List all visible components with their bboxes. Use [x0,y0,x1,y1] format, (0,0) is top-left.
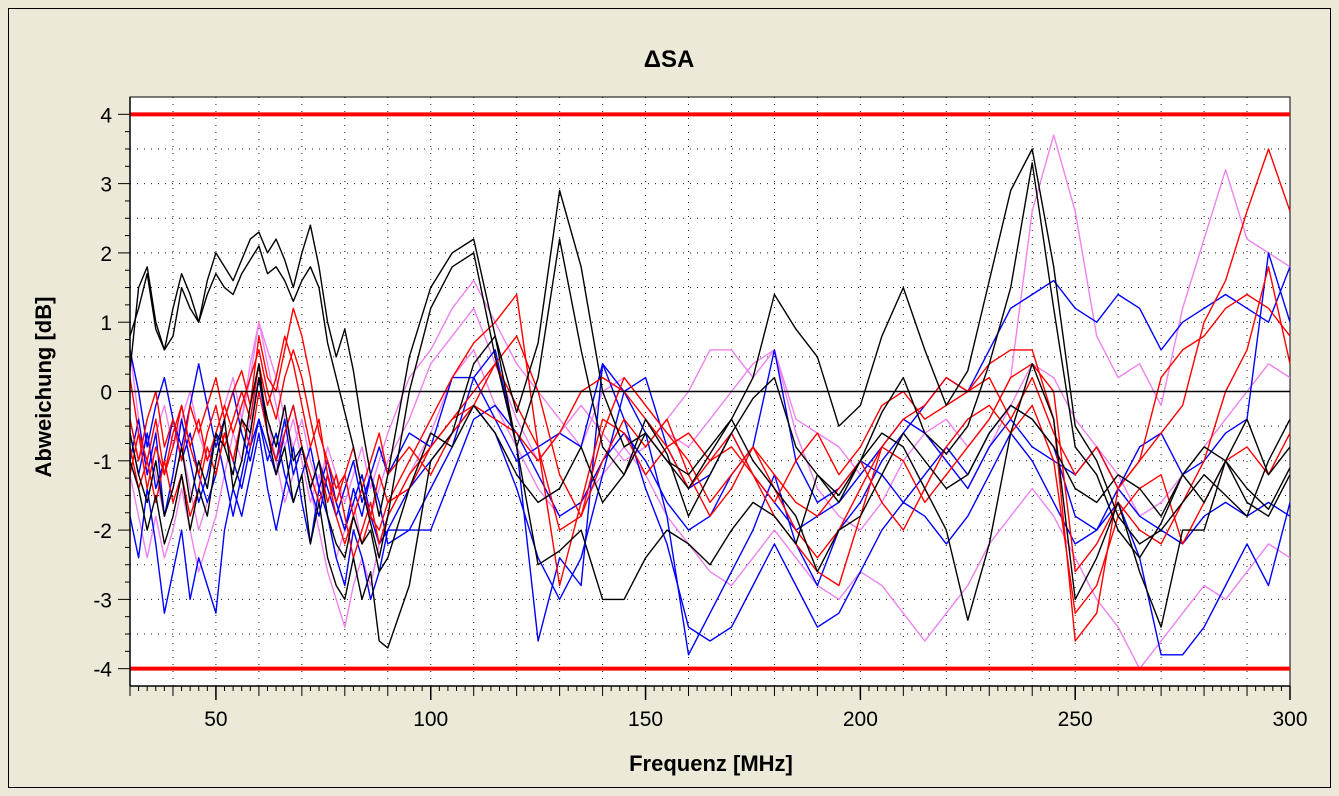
y-tick-label: -1 [93,451,112,474]
series-line-red [129,293,1291,504]
x-axis-label: Frequenz [MHz] [629,751,793,776]
series-line-red [129,363,1291,614]
x-tick-label: 250 [1058,708,1093,731]
y-tick-label: 1 [100,312,112,335]
y-tick-label: 0 [100,382,112,405]
x-tick-label: 150 [628,708,663,731]
y-tick-label: -4 [93,659,112,682]
series-line-violet [129,134,1291,531]
x-tick-label: 50 [204,708,227,731]
y-axis-label: Abweichung [dB] [31,297,56,478]
y-tick-label: 4 [100,104,112,127]
x-tick-label: 100 [413,708,448,731]
chart-svg: ΔSA 50 100 150 200 250 300 -4 -3 -2 -1 0 1 2 3 4 Frequ… [31,46,1308,776]
y-tick-label: -2 [93,520,112,543]
y-tick-label: 3 [100,174,112,197]
limits-layer [130,112,1290,671]
series-line-black [129,376,1291,573]
axes-layer: 50 100 150 200 250 300 -4 -3 -2 -1 0 1 2 3 4 [93,97,1308,731]
chart-frame: ΔSA 50 100 150 200 250 300 -4 -3 -2 -1 0 1 2 3 4 Frequ… [8,8,1331,788]
x-tick-label: 300 [1272,708,1307,731]
y-tick-label: -3 [93,589,112,612]
series-line-black [129,335,1291,649]
series-line-black [129,148,1291,545]
chart-title: ΔSA [644,46,695,73]
x-tick-label: 200 [843,708,878,731]
y-tick-label: 2 [100,243,112,266]
